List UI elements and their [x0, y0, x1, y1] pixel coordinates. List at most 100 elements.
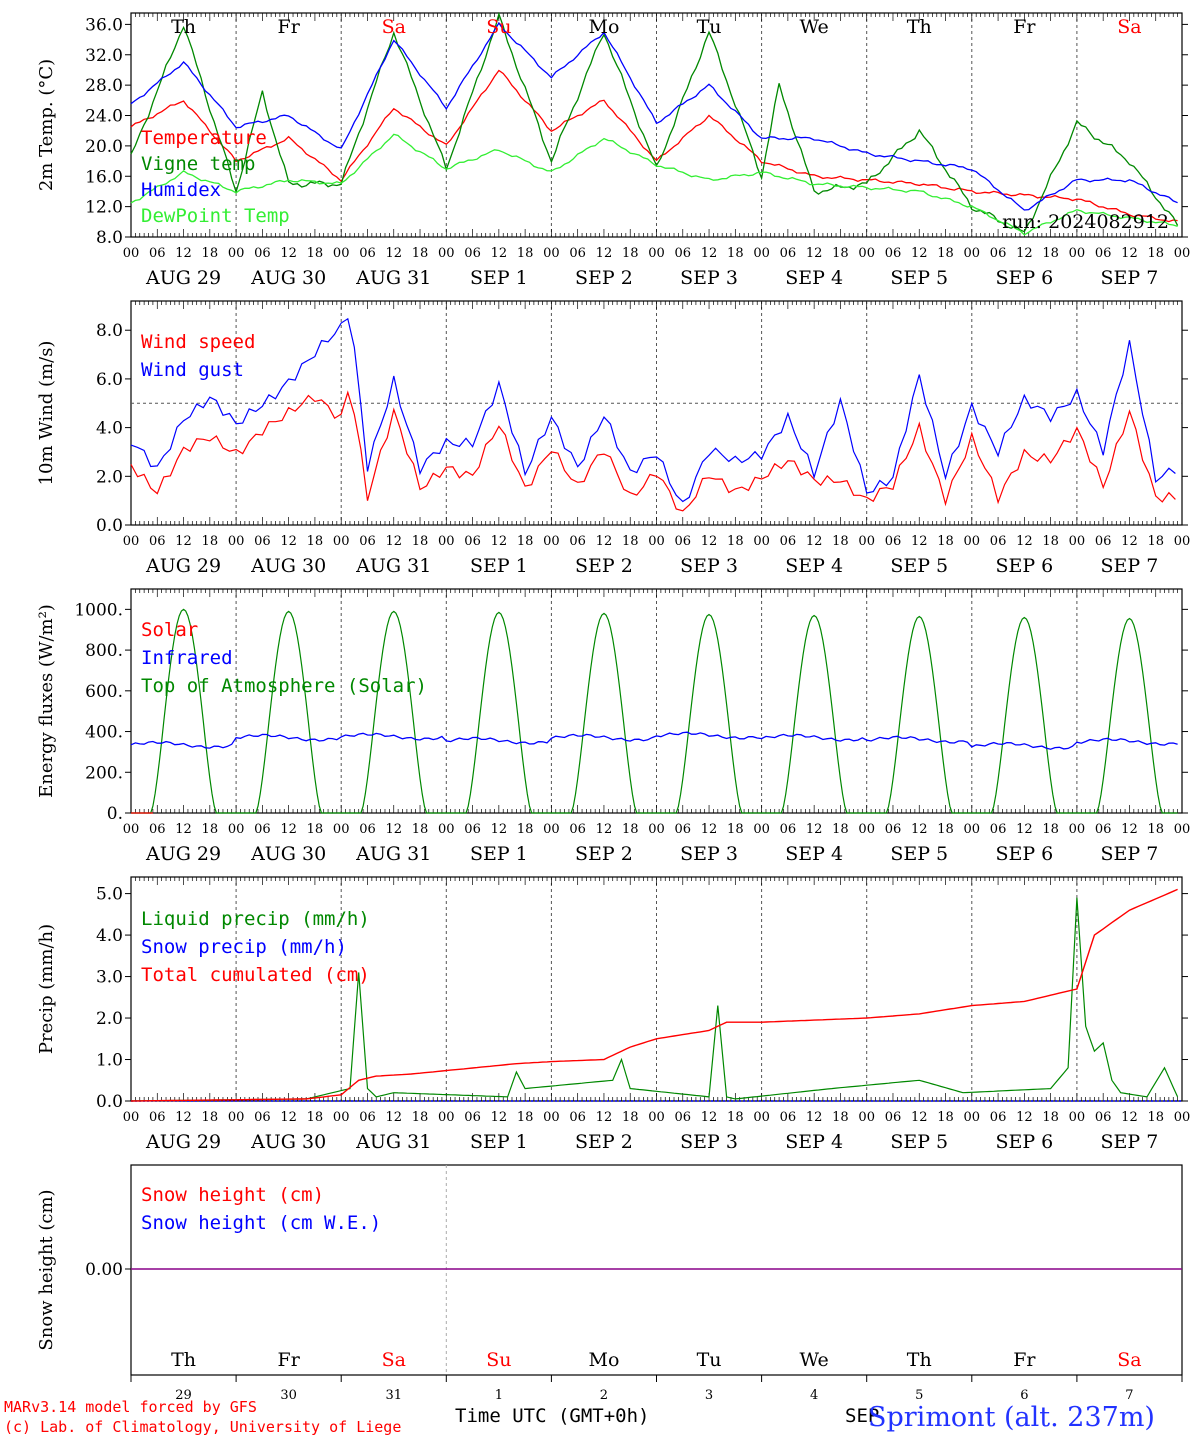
hour-tick-label: 18	[1147, 534, 1164, 549]
hour-tick-label: 00	[543, 822, 560, 837]
date-label: SEP 6	[995, 267, 1053, 289]
day-label: Mo	[588, 16, 619, 38]
hour-tick-label: 00	[228, 246, 245, 261]
hour-tick-label: 06	[569, 534, 586, 549]
hour-tick-label: 18	[202, 534, 219, 549]
hour-tick-label: 18	[412, 534, 429, 549]
y-tick-label: 8.0	[96, 321, 123, 341]
y-tick-label: 0.00	[85, 1260, 123, 1280]
hour-tick-label: 18	[517, 822, 534, 837]
hour-tick-label: 18	[412, 246, 429, 261]
hour-tick-label: 00	[438, 246, 455, 261]
hour-tick-label: 00	[858, 534, 875, 549]
hour-tick-label: 12	[911, 822, 928, 837]
legend-entry: Snow precip (mm/h)	[141, 936, 347, 958]
hour-tick-label: 00	[1069, 246, 1086, 261]
hour-tick-label: 12	[701, 1110, 718, 1125]
series-infrared	[130, 731, 1178, 750]
date-label: SEP 3	[680, 1131, 738, 1153]
day-label: Tu	[697, 1349, 722, 1371]
y-tick-label: 8.0	[96, 228, 123, 248]
hour-tick-label: 18	[517, 246, 534, 261]
hour-tick-label: 06	[359, 246, 376, 261]
hour-tick-label: 06	[780, 1110, 797, 1125]
panel-frame	[130, 12, 1183, 238]
hour-tick-label: 00	[123, 1110, 140, 1125]
run-label: run: 2024082912	[1002, 211, 1169, 233]
hour-tick-label: 00	[1174, 1110, 1191, 1125]
hour-tick-label: 00	[1174, 246, 1191, 261]
day-label: Sa	[1117, 1349, 1141, 1371]
hour-tick-label: 18	[832, 534, 849, 549]
hour-tick-label: 06	[254, 534, 271, 549]
hour-tick-label: 00	[438, 822, 455, 837]
legend-entry: Top of Atmosphere (Solar)	[141, 675, 427, 697]
y-tick-label: 2.0	[96, 1009, 123, 1029]
date-label: SEP 3	[680, 843, 738, 865]
hour-tick-label: 06	[464, 1110, 481, 1125]
hour-tick-label: 06	[780, 534, 797, 549]
hour-tick-label: 12	[596, 534, 613, 549]
date-label: SEP 6	[995, 555, 1053, 577]
date-label: AUG 31	[355, 267, 431, 289]
hour-tick-label: 18	[1042, 822, 1059, 837]
hour-tick-label: 06	[990, 822, 1007, 837]
y-tick-label: 3.0	[96, 968, 123, 988]
date-label: SEP 2	[575, 843, 633, 865]
day-label: Fr	[1013, 1349, 1036, 1371]
hour-tick-label: 00	[543, 1110, 560, 1125]
date-label: SEP 1	[470, 267, 528, 289]
hour-tick-label: 06	[885, 246, 902, 261]
hour-tick-label: 12	[491, 246, 508, 261]
date-label: SEP 5	[890, 555, 948, 577]
date-label: SEP 2	[575, 1131, 633, 1153]
hour-tick-label: 12	[911, 534, 928, 549]
hour-tick-label: 12	[280, 822, 297, 837]
legend-entry: DewPoint Temp	[141, 205, 290, 227]
date-label: SEP 7	[1101, 1131, 1159, 1153]
y-tick-label: 600.	[85, 682, 123, 702]
series-total-cumulated	[130, 888, 1178, 1102]
y-tick-label: 12.0	[85, 198, 123, 218]
date-label: SEP 5	[890, 267, 948, 289]
hour-tick-label: 06	[885, 822, 902, 837]
y-tick-label: 2.0	[96, 467, 123, 487]
hour-tick-label: 12	[1016, 246, 1033, 261]
hour-tick-label: 18	[727, 534, 744, 549]
day-number: 1	[495, 1388, 503, 1403]
date-label: AUG 30	[250, 267, 326, 289]
day-label: Tu	[697, 16, 722, 38]
date-label: SEP 2	[575, 555, 633, 577]
hour-tick-label: 18	[832, 822, 849, 837]
hour-tick-label: 06	[254, 822, 271, 837]
day-number: 5	[915, 1388, 923, 1403]
hour-tick-label: 06	[990, 1110, 1007, 1125]
panel-4	[125, 876, 1188, 1102]
hour-tick-label: 12	[1016, 822, 1033, 837]
hour-tick-label: 06	[780, 246, 797, 261]
hour-tick-label: 12	[280, 534, 297, 549]
date-label: SEP 4	[785, 1131, 843, 1153]
hour-tick-label: 18	[1042, 246, 1059, 261]
hour-tick-label: 18	[832, 246, 849, 261]
legend-entry: Humidex	[141, 179, 221, 201]
y-tick-label: 0.0	[96, 1092, 123, 1112]
legend-entry: Total cumulated (cm)	[141, 964, 370, 986]
date-label: AUG 30	[250, 555, 326, 577]
y-tick-label: 200.	[85, 763, 123, 783]
day-label: Th	[907, 1349, 932, 1371]
y-tick-label: 1.0	[96, 1051, 123, 1071]
day-label: Sa	[382, 1349, 406, 1371]
hour-tick-label: 00	[333, 246, 350, 261]
y-tick-label: 28.0	[85, 76, 123, 96]
hour-tick-label: 12	[175, 1110, 192, 1125]
hour-tick-label: 12	[1016, 1110, 1033, 1125]
hour-tick-label: 12	[1121, 534, 1138, 549]
date-label: SEP 6	[995, 843, 1053, 865]
hour-tick-label: 00	[753, 246, 770, 261]
hour-tick-label: 06	[675, 1110, 692, 1125]
y-tick-label: 20.0	[85, 137, 123, 157]
y-tick-label: 4.0	[96, 419, 123, 439]
hour-tick-label: 12	[175, 822, 192, 837]
